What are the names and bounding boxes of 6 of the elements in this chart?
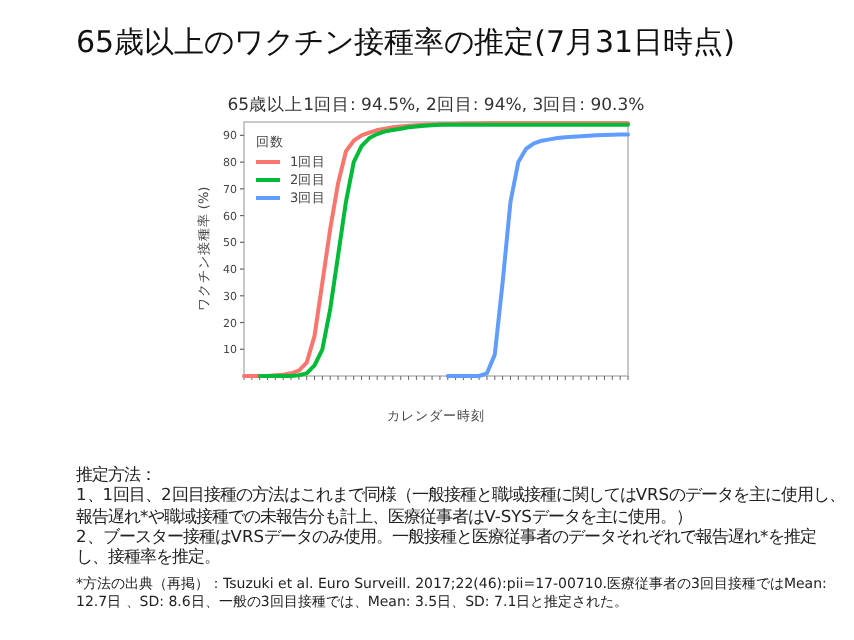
- line-series: [445, 132, 630, 378]
- text: 1、1回目、2回目接種の方法はこれまで同様（一般接種と職域接種に関してはVRSのデータを主に使用し、報告遅れ*や職域接種での未報告分も計上、医療従事者はV-SYSデータを主に使用。）: [76, 484, 846, 527]
- text: 推定方法：: [76, 464, 158, 485]
- chart-title: 65歳以上のワクチン接種率の推定(7月31日時点): [76, 24, 735, 62]
- chart-subtitle: 65歳以上1回目: 94.5%, 2回目: 94%, 3回目: 90.3%: [227, 94, 645, 116]
- text: 2、ブースター接種はVRSデータのみ使用。一般接種と医療従事者のデータそれぞれで報告遅れ*を推定し、接種率を推定。: [76, 526, 819, 568]
